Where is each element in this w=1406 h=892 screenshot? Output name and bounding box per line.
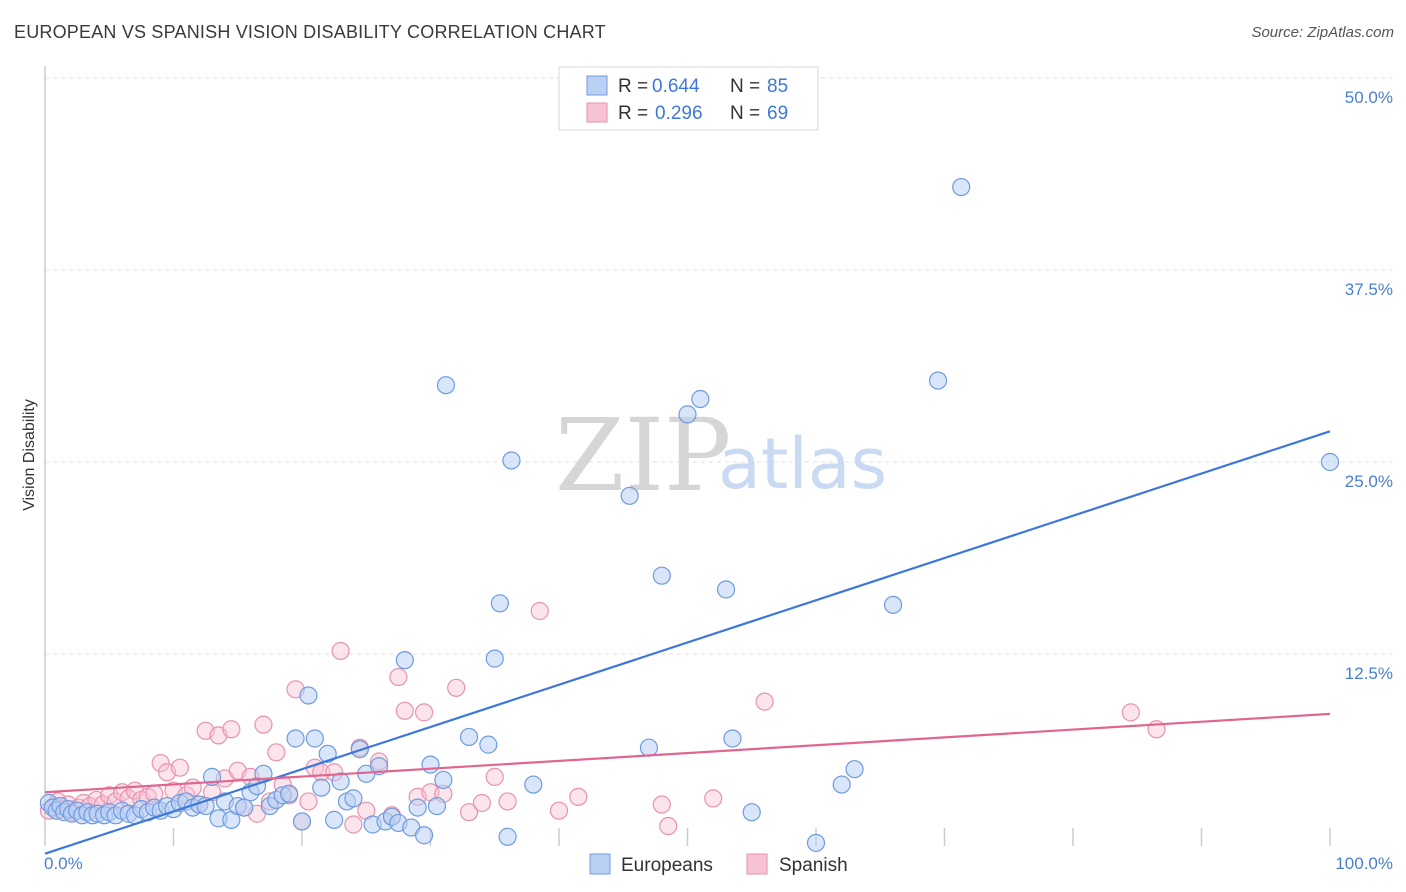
bottom-legend: Europeans Spanish (589, 853, 848, 876)
legend-r-value-spanish: 0.296 (655, 103, 703, 124)
bottom-legend-europeans: Europeans (621, 855, 713, 876)
x-tick-label-max: 100.0% (1335, 854, 1393, 873)
europeans-point-79 (716, 580, 736, 599)
europeans-point-41 (280, 784, 299, 803)
europeans-point-75 (639, 738, 659, 757)
europeans-point-73 (524, 775, 543, 794)
europeans-point-48 (325, 810, 344, 829)
europeans-points (39, 177, 1340, 853)
spanish-point-69 (755, 692, 774, 711)
europeans-point-71 (498, 827, 517, 846)
spanish-point-37 (267, 743, 286, 762)
spanish-point-60 (472, 793, 491, 813)
europeans-point-63 (421, 755, 440, 774)
spanish-point-64 (549, 801, 569, 820)
spanish-point-65 (569, 787, 588, 806)
europeans-point-43 (292, 812, 312, 831)
europeans-point-72 (502, 451, 521, 470)
spanish-point-68 (704, 789, 723, 808)
spanish-trend-line (44, 712, 1331, 794)
legend-n-label-spanish: N = (730, 103, 760, 124)
legend-box: R = 0.644 N = 85 R = 0.296 N = 69 (558, 66, 819, 131)
legend-swatch-europeans (586, 75, 608, 96)
spanish-point-46 (331, 641, 350, 661)
trend-lines (44, 430, 1331, 855)
spanish-point-42 (299, 792, 318, 811)
legend-swatch-spanish (586, 102, 608, 123)
chart-source: Source: ZipAtlas.com (1251, 24, 1394, 41)
europeans-point-88 (1320, 452, 1340, 472)
spanish-point-59 (459, 803, 479, 822)
bottom-legend-spanish: Spanish (779, 855, 848, 876)
spanish-point-67 (659, 816, 678, 836)
europeans-point-85 (883, 595, 903, 614)
europeans-point-69 (485, 649, 504, 668)
y-tick-label-3: 50.0% (1345, 88, 1393, 107)
spanish-point-35 (254, 715, 273, 734)
spanish-point-30 (222, 720, 241, 739)
spanish-point-58 (447, 678, 466, 697)
europeans-point-82 (806, 833, 826, 853)
legend-r-label-europeans: R = (618, 76, 648, 97)
spanish-point-53 (395, 701, 414, 720)
europeans-point-55 (370, 757, 389, 776)
europeans-point-67 (459, 727, 479, 747)
y-axis-title: Vision Disability (21, 399, 38, 511)
y-tick-label-2: 37.5% (1345, 280, 1393, 299)
legend-r-value-europeans: 0.644 (652, 76, 700, 97)
europeans-point-62 (414, 826, 434, 845)
legend-n-value-europeans: 85 (767, 76, 788, 97)
europeans-point-77 (678, 405, 697, 424)
legend-n-label-europeans: N = (730, 76, 760, 97)
europeans-point-47 (318, 744, 337, 763)
europeans-point-87 (952, 177, 971, 197)
spanish-point-55 (414, 703, 434, 722)
grid-lines (45, 77, 1393, 655)
europeans-point-66 (436, 376, 456, 395)
y-tick-labels: 12.5% 25.0% 37.5% 50.0% (1345, 88, 1393, 683)
europeans-point-42 (286, 729, 305, 748)
europeans-point-61 (408, 798, 427, 817)
europeans-point-70 (490, 594, 509, 613)
y-tick-label-0: 12.5% (1345, 664, 1393, 683)
europeans-point-49 (331, 772, 350, 791)
spanish-point-63 (530, 601, 549, 621)
spanish-point-62 (498, 792, 517, 811)
europeans-point-83 (832, 775, 851, 794)
europeans-point-80 (723, 729, 742, 748)
europeans-point-74 (620, 486, 639, 505)
europeans-point-84 (845, 760, 864, 779)
spanish-point-52 (389, 667, 408, 687)
europeans-point-34 (235, 798, 254, 817)
x-tick-label-min: 0.0% (44, 854, 83, 873)
watermark-atlas: atlas (718, 423, 887, 505)
watermark-zip: ZIP (555, 397, 731, 514)
europeans-point-68 (479, 735, 498, 754)
europeans-point-64 (427, 796, 447, 816)
europeans-trend-line (44, 430, 1331, 855)
spanish-point-66 (652, 795, 671, 814)
europeans-point-59 (395, 651, 414, 670)
europeans-point-76 (652, 566, 671, 585)
spanish-point-61 (485, 767, 504, 786)
europeans-point-65 (434, 770, 453, 790)
spanish-point-19 (151, 753, 170, 773)
legend-n-value-spanish: 69 (767, 103, 788, 124)
europeans-point-81 (742, 803, 761, 822)
europeans-point-51 (344, 789, 363, 808)
spanish-point-22 (170, 758, 190, 777)
europeans-point-44 (299, 686, 318, 705)
legend-r-label-spanish: R = (618, 103, 648, 124)
europeans-point-45 (305, 729, 324, 748)
y-tick-label-1: 25.0% (1345, 472, 1393, 491)
europeans-point-46 (312, 778, 331, 797)
bottom-legend-swatch-europeans (589, 853, 611, 875)
europeans-point-86 (928, 371, 948, 390)
europeans-point-78 (691, 389, 710, 409)
bottom-legend-swatch-spanish (746, 853, 768, 875)
spanish-point-47 (344, 815, 363, 834)
spanish-point-70 (1121, 703, 1140, 722)
chart-title: EUROPEAN VS SPANISH VISION DISABILITY CO… (14, 22, 606, 42)
